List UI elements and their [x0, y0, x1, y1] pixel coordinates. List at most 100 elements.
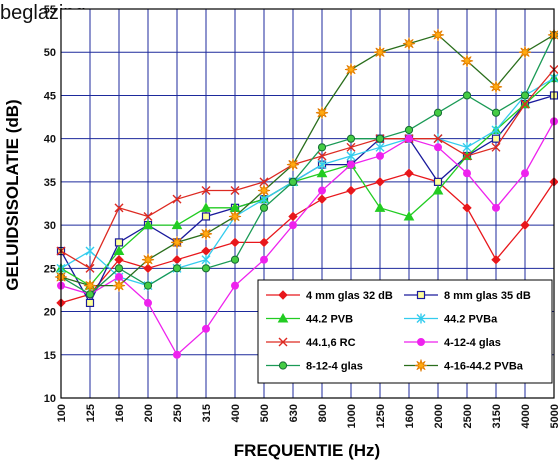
series-line: [60, 121, 555, 356]
y-axis-title: GELUIDSISOLATIE (dB): [3, 99, 22, 290]
data-point: [521, 169, 529, 178]
data-point: [417, 338, 425, 346]
data-point: [317, 151, 327, 161]
data-point: [278, 337, 288, 347]
data-point: [141, 253, 155, 266]
data-point: [201, 254, 211, 265]
x-tick-label: 1000: [346, 404, 358, 428]
data-point: [228, 210, 242, 223]
data-point: [491, 125, 501, 136]
data-point: [114, 264, 124, 273]
series-line: [60, 69, 555, 270]
legend-label: 4-16-44.2 PVBa: [444, 361, 524, 373]
series-8-12-4-glas: [56, 30, 558, 299]
x-tick-label: 5000: [549, 404, 558, 428]
data-point: [316, 167, 328, 178]
x-tick-label: 2000: [433, 404, 445, 428]
data-point: [404, 125, 414, 135]
data-point: [547, 28, 558, 41]
legend-label: 4-12-4 glas: [444, 337, 501, 349]
data-point: [200, 202, 212, 212]
data-point: [346, 185, 356, 196]
data-point: [115, 272, 123, 281]
x-tick-label: 1250: [375, 404, 387, 428]
data-point: [289, 221, 297, 230]
data-point: [257, 184, 271, 197]
x-tick-label: 3150: [491, 404, 503, 428]
data-point: [518, 46, 532, 59]
data-point: [201, 264, 211, 273]
data-point: [85, 246, 95, 257]
legend-label: 44.1,6 RC: [306, 337, 356, 349]
data-point: [277, 312, 289, 323]
data-point: [172, 264, 182, 273]
legend-label: 8 mm glas 35 dB: [444, 290, 531, 302]
series-line: [60, 34, 555, 287]
legend: 4 mm glas 32 dB 8 mm glas 35 dB 44.2 PVB 44…: [257, 279, 553, 384]
data-point: [230, 255, 240, 264]
data-point: [374, 202, 386, 212]
data-point: [433, 108, 443, 117]
data-point: [202, 324, 210, 333]
data-point: [85, 263, 95, 273]
data-point: [142, 219, 154, 230]
data-point: [259, 177, 269, 187]
data-point: [143, 281, 153, 290]
y-tick-label: 35: [44, 177, 56, 189]
data-point: [346, 142, 356, 152]
series-line: [60, 77, 555, 287]
data-point: [315, 106, 329, 119]
data-point: [462, 142, 472, 153]
data-point: [288, 177, 298, 186]
data-point: [462, 203, 472, 213]
data-point: [462, 151, 472, 161]
y-tick-label: 10: [44, 393, 56, 405]
x-tick-label: 100: [56, 404, 68, 422]
series-group: [54, 28, 558, 359]
data-point: [344, 63, 358, 76]
data-point: [404, 168, 414, 178]
x-tick-label: 800: [317, 404, 329, 422]
data-point: [317, 143, 327, 152]
data-point: [375, 142, 385, 153]
data-point: [520, 220, 530, 230]
data-point: [114, 254, 124, 265]
legend-label: 8-12-4 glas: [306, 361, 363, 373]
y-tick-label: 15: [44, 350, 56, 362]
data-point: [460, 54, 474, 67]
data-point: [432, 185, 444, 195]
legend-label: 44.2 PVB: [306, 314, 353, 326]
x-tick-label: 500: [259, 404, 271, 422]
y-tick-label: 40: [44, 134, 56, 146]
data-point: [433, 134, 443, 144]
data-point: [114, 203, 124, 213]
data-point: [85, 298, 95, 308]
plot-border: [60, 8, 555, 399]
y-tick-label: 25: [44, 263, 56, 275]
x-tick-labels: 100 125 160 200 250 315 400 500 630 800 1000 1250 16…: [56, 404, 558, 428]
data-point: [112, 279, 126, 292]
y-tick-label: 20: [44, 307, 56, 319]
series-44-1-6-rc: [56, 65, 558, 273]
legend-label: 4 mm glas 32 dB: [306, 290, 393, 302]
data-point: [491, 134, 501, 143]
y-tick-label: 30: [44, 220, 56, 232]
data-point: [143, 211, 153, 221]
y-tick-label: 45: [44, 90, 56, 102]
x-tick-label: 200: [143, 404, 155, 422]
data-point: [416, 290, 426, 300]
data-point: [489, 80, 503, 93]
data-point: [143, 263, 153, 274]
x-tick-label: 2500: [462, 404, 474, 428]
data-point: [491, 254, 501, 265]
data-point: [375, 134, 385, 143]
data-point: [373, 46, 387, 59]
data-point: [199, 227, 213, 240]
data-point: [346, 134, 356, 143]
data-point: [317, 159, 327, 170]
data-point: [463, 169, 471, 178]
y-tick-labels: 10 15 20 25 30 35 40 45 50 55: [44, 4, 56, 405]
x-axis-title: FREQUENTIE (Hz): [234, 441, 380, 460]
x-tick-label: 160: [114, 404, 126, 422]
